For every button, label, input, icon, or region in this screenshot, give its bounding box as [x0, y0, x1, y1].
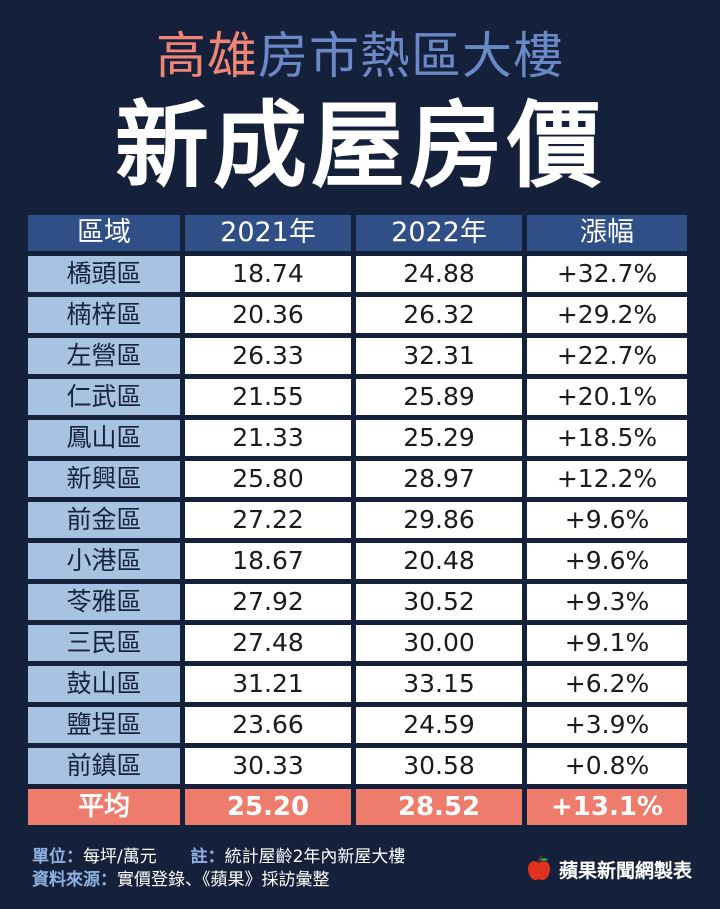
average-growth: +13.1% [527, 789, 687, 825]
table-row: 仁武區 21.55 25.89 +20.1% [28, 379, 692, 415]
growth-cell: +12.2% [527, 461, 687, 497]
table-row: 鼓山區 31.21 33.15 +6.2% [28, 666, 692, 702]
price-2022-cell: 25.89 [356, 379, 522, 415]
table-header-row: 區域 2021年 2022年 漲幅 [28, 215, 692, 251]
header-growth: 漲幅 [527, 215, 687, 251]
table-row: 左營區 26.33 32.31 +22.7% [28, 338, 692, 374]
price-2021-cell: 25.80 [185, 461, 351, 497]
subtitle-rest: 房市熱區大樓 [258, 27, 564, 85]
average-2021: 25.20 [185, 789, 351, 825]
price-2022-cell: 30.52 [356, 584, 522, 620]
brand-text: 蘋果新聞網製表 [558, 859, 692, 882]
region-cell: 仁武區 [28, 379, 180, 415]
growth-cell: +9.3% [527, 584, 687, 620]
unit-label: 單位： [32, 847, 83, 867]
region-cell: 小港區 [28, 543, 180, 579]
region-cell: 三民區 [28, 625, 180, 661]
table-row: 苓雅區 27.92 30.52 +9.3% [28, 584, 692, 620]
subtitle-heading: 高雄房市熱區大樓 [0, 26, 720, 86]
footer-notes: 單位：每坪/萬元 註：統計屋齡2年內新屋大樓 資料來源：實價登錄、《蘋果》採訪彙… [32, 846, 405, 892]
table-row: 鹽埕區 23.66 24.59 +3.9% [28, 707, 692, 743]
unit-value: 每坪/萬元 [83, 847, 157, 867]
growth-cell: +20.1% [527, 379, 687, 415]
growth-cell: +0.8% [527, 748, 687, 784]
price-2022-cell: 28.97 [356, 461, 522, 497]
apple-logo-icon [525, 855, 553, 883]
price-2021-cell: 27.92 [185, 584, 351, 620]
note-label: 註： [190, 847, 225, 867]
table-row: 前金區 27.22 29.86 +9.6% [28, 502, 692, 538]
growth-cell: +9.6% [527, 543, 687, 579]
price-2022-cell: 24.59 [356, 707, 522, 743]
price-2021-cell: 18.74 [185, 256, 351, 292]
growth-cell: +18.5% [527, 420, 687, 456]
region-cell: 鼓山區 [28, 666, 180, 702]
growth-cell: +9.1% [527, 625, 687, 661]
growth-cell: +29.2% [527, 297, 687, 333]
table-row: 小港區 18.67 20.48 +9.6% [28, 543, 692, 579]
region-cell: 鹽埕區 [28, 707, 180, 743]
price-2021-cell: 31.21 [185, 666, 351, 702]
price-2022-cell: 24.88 [356, 256, 522, 292]
region-cell: 橋頭區 [28, 256, 180, 292]
source-label: 資料來源： [32, 870, 117, 890]
note-value: 統計屋齡2年內新屋大樓 [224, 847, 406, 867]
price-2022-cell: 26.32 [356, 297, 522, 333]
subtitle-highlight: 高雄 [156, 27, 258, 85]
price-2021-cell: 27.22 [185, 502, 351, 538]
region-cell: 新興區 [28, 461, 180, 497]
price-2021-cell: 23.66 [185, 707, 351, 743]
price-2021-cell: 21.55 [185, 379, 351, 415]
header-region: 區域 [28, 215, 180, 251]
table-row: 橋頭區 18.74 24.88 +32.7% [28, 256, 692, 292]
price-2022-cell: 32.31 [356, 338, 522, 374]
region-cell: 楠梓區 [28, 297, 180, 333]
price-2021-cell: 18.67 [185, 543, 351, 579]
price-2021-cell: 20.36 [185, 297, 351, 333]
price-2022-cell: 33.15 [356, 666, 522, 702]
table-row: 三民區 27.48 30.00 +9.1% [28, 625, 692, 661]
growth-cell: +9.6% [527, 502, 687, 538]
table-row: 前鎮區 30.33 30.58 +0.8% [28, 748, 692, 784]
footer-line-2: 資料來源：實價登錄、《蘋果》採訪彙整 [32, 869, 405, 892]
region-cell: 前鎮區 [28, 748, 180, 784]
average-2022: 28.52 [356, 789, 522, 825]
growth-cell: +32.7% [527, 256, 687, 292]
region-cell: 苓雅區 [28, 584, 180, 620]
price-2021-cell: 26.33 [185, 338, 351, 374]
main-title: 新成屋房價 [114, 92, 605, 201]
footer-line-1: 單位：每坪/萬元 註：統計屋齡2年內新屋大樓 [32, 846, 405, 869]
price-2021-cell: 21.33 [185, 420, 351, 456]
table-row: 楠梓區 20.36 26.32 +29.2% [28, 297, 692, 333]
price-2021-cell: 30.33 [185, 748, 351, 784]
average-row: 平均 25.20 28.52 +13.1% [28, 789, 692, 825]
region-cell: 鳳山區 [28, 420, 180, 456]
price-2022-cell: 30.58 [356, 748, 522, 784]
price-2022-cell: 29.86 [356, 502, 522, 538]
region-cell: 左營區 [28, 338, 180, 374]
price-2022-cell: 25.29 [356, 420, 522, 456]
average-label: 平均 [28, 789, 180, 825]
region-cell: 前金區 [28, 502, 180, 538]
price-2021-cell: 27.48 [185, 625, 351, 661]
source-value: 實價登錄、《蘋果》採訪彙整 [117, 870, 330, 890]
growth-cell: +6.2% [527, 666, 687, 702]
header-2021: 2021年 [185, 215, 351, 251]
price-table: 區域 2021年 2022年 漲幅 橋頭區 18.74 24.88 +32.7% 楠梓區… [28, 215, 692, 825]
brand-credit: 蘋果新聞網製表 [525, 855, 692, 883]
price-2022-cell: 20.48 [356, 543, 522, 579]
header-2022: 2022年 [356, 215, 522, 251]
table-row: 鳳山區 21.33 25.29 +18.5% [28, 420, 692, 456]
price-2022-cell: 30.00 [356, 625, 522, 661]
growth-cell: +22.7% [527, 338, 687, 374]
table-row: 新興區 25.80 28.97 +12.2% [28, 461, 692, 497]
growth-cell: +3.9% [527, 707, 687, 743]
